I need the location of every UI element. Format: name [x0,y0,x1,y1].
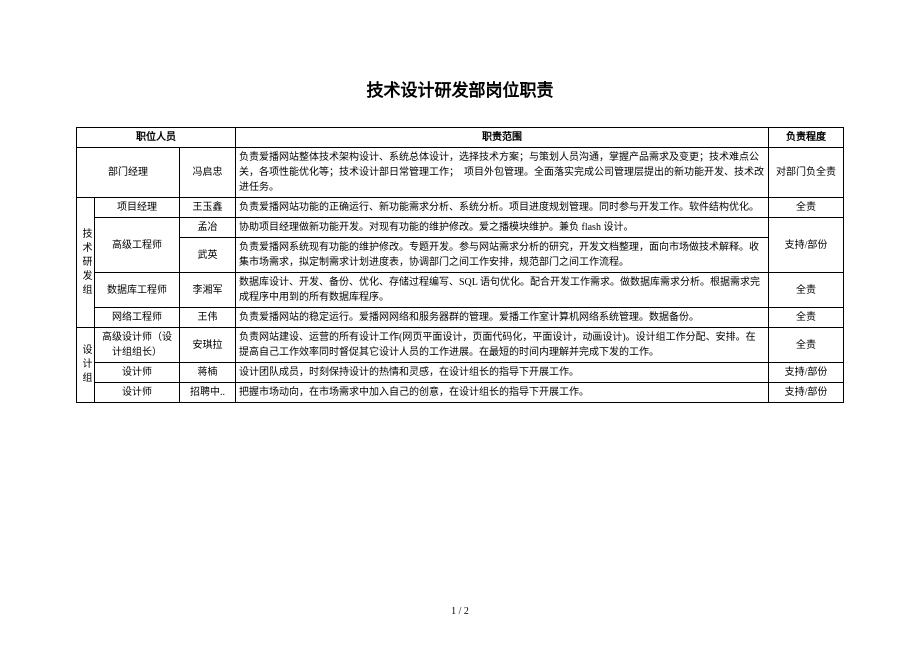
resp-cell: 负责网站建设、运营的所有设计工作(网页平面设计，页面代码化，平面设计，动画设计)… [236,328,769,363]
table-row: 设计师 蒋楠 设计团队成员，时刻保持设计的热情和灵感，在设计组长的指导下开展工作… [77,363,844,383]
table-row: 网络工程师 王伟 负责爱播网站的稳定运行。爱播网网络和服务器群的管理。爱播工作室… [77,308,844,328]
document-title: 技术设计研发部岗位职责 [76,76,844,101]
resp-cell: 设计团队成员，时刻保持设计的热情和灵感，在设计组长的指导下开展工作。 [236,363,769,383]
role-cell: 数据库工程师 [95,273,180,308]
name-cell: 招聘中.. [180,383,236,403]
name-cell: 冯启忠 [180,148,236,198]
name-cell: 武英 [180,238,236,273]
table-row: 数据库工程师 李湘军 数据库设计、开发、备份、优化、存储过程编写、SQL 语句优… [77,273,844,308]
table-header-row: 职位人员 职责范围 负责程度 [77,128,844,148]
name-cell: 王伟 [180,308,236,328]
role-cell: 高级工程师 [95,218,180,273]
degree-cell: 全责 [769,308,844,328]
resp-cell: 负责爱播网站的稳定运行。爱播网网络和服务器群的管理。爱播工作室计算机网络系统管理… [236,308,769,328]
table-row: 技术研发组 项目经理 王玉鑫 负责爱播网站功能的正确运行、新功能需求分析、系统分… [77,198,844,218]
name-cell: 孟冶 [180,218,236,238]
resp-cell: 负责爱播网系统现有功能的维护修改。专题开发。参与网站需求分析的研究，开发文档整理… [236,238,769,273]
table-row: 设计组 高级设计师（设计组组长） 安琪拉 负责网站建设、运营的所有设计工作(网页… [77,328,844,363]
table-row: 武英 负责爱播网系统现有功能的维护修改。专题开发。参与网站需求分析的研究，开发文… [77,238,844,273]
name-cell: 李湘军 [180,273,236,308]
name-cell: 王玉鑫 [180,198,236,218]
page-number: 1 / 2 [0,606,920,617]
role-cell: 设计师 [95,363,180,383]
group-tech: 技术研发组 [77,198,95,328]
resp-cell: 数据库设计、开发、备份、优化、存储过程编写、SQL 语句优化。配合开发工作需求。… [236,273,769,308]
header-degree: 负责程度 [769,128,844,148]
resp-cell: 把握市场动向，在市场需求中加入自己的创意，在设计组长的指导下开展工作。 [236,383,769,403]
name-cell: 蒋楠 [180,363,236,383]
role-cell: 设计师 [95,383,180,403]
degree-cell: 支持/部份 [769,363,844,383]
header-scope: 职责范围 [236,128,769,148]
group-design: 设计组 [77,328,95,403]
resp-cell: 负责爱播网站整体技术架构设计、系统总体设计，选择技术方案；与策划人员沟通，掌握产… [236,148,769,198]
degree-cell: 支持/部份 [769,383,844,403]
header-personnel: 职位人员 [77,128,236,148]
role-cell: 项目经理 [95,198,180,218]
role-cell: 高级设计师（设计组组长） [95,328,180,363]
table-row: 部门经理 冯启忠 负责爱播网站整体技术架构设计、系统总体设计，选择技术方案；与策… [77,148,844,198]
degree-cell: 对部门负全责 [769,148,844,198]
degree-cell: 支持/部份 [769,218,844,273]
resp-cell: 负责爱播网站功能的正确运行、新功能需求分析、系统分析。项目进度规划管理。同时参与… [236,198,769,218]
job-duties-table: 职位人员 职责范围 负责程度 部门经理 冯启忠 负责爱播网站整体技术架构设计、系… [76,127,844,403]
name-cell: 安琪拉 [180,328,236,363]
degree-cell: 全责 [769,198,844,218]
table-row: 设计师 招聘中.. 把握市场动向，在市场需求中加入自己的创意，在设计组长的指导下… [77,383,844,403]
table-row: 高级工程师 孟冶 协助项目经理做新功能开发。对现有功能的维护修改。爱之播模块维护… [77,218,844,238]
degree-cell: 全责 [769,273,844,308]
role-cell: 网络工程师 [95,308,180,328]
resp-cell: 协助项目经理做新功能开发。对现有功能的维护修改。爱之播模块维护。兼负 flash… [236,218,769,238]
degree-cell: 全责 [769,328,844,363]
role-cell: 部门经理 [77,148,180,198]
